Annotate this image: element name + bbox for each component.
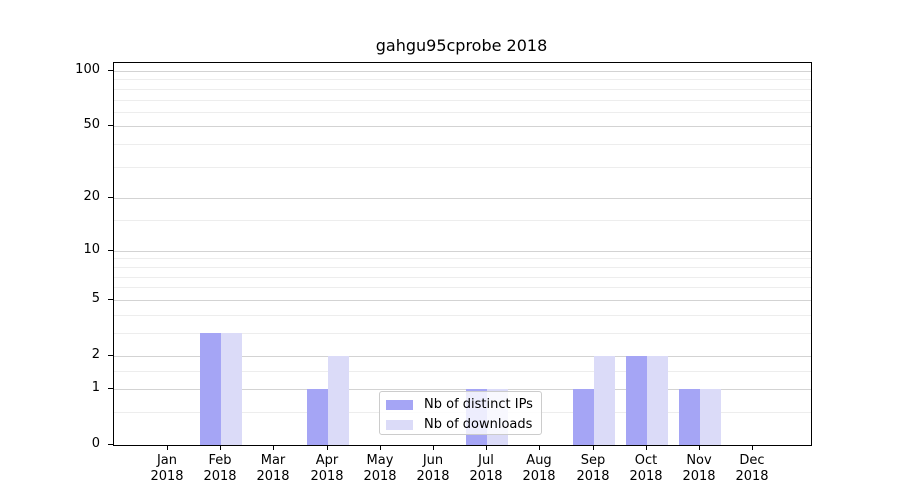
x-tick-oct: [646, 445, 647, 450]
x-tick-label-jun: Jun 2018: [416, 453, 450, 484]
gridline-minor: [114, 79, 811, 80]
x-tick-mar: [273, 445, 274, 450]
bar-nov-downloads: [700, 389, 721, 445]
y-tick-10: [108, 250, 113, 251]
x-tick-label-mar: Mar 2018: [256, 453, 290, 484]
y-tick-5: [108, 299, 113, 300]
bar-oct-downloads: [647, 356, 668, 445]
x-tick-label-jul: Jul 2018: [469, 453, 503, 484]
x-tick-jan: [167, 445, 168, 450]
x-tick-label-oct: Oct 2018: [629, 453, 663, 484]
x-tick-label-feb: Feb 2018: [203, 453, 237, 484]
x-tick-label-may: May 2018: [363, 453, 397, 484]
gridline-minor: [114, 258, 811, 259]
x-tick-label-dec: Dec 2018: [735, 453, 769, 484]
y-tick-label: 2: [91, 347, 100, 362]
y-tick-label: 100: [75, 62, 100, 77]
bar-nov-distinct-ips: [679, 389, 700, 445]
gridline-minor: [114, 371, 811, 372]
y-tick-label: 20: [83, 189, 100, 204]
legend-row-distinct-ips: Nb of distinct IPs: [386, 397, 541, 413]
y-tick-1: [108, 388, 113, 389]
x-tick-jun: [433, 445, 434, 450]
gridline-minor: [114, 167, 811, 168]
legend-label-distinct-ips: Nb of distinct IPs: [424, 397, 533, 412]
gridline-major-5: [114, 300, 811, 301]
y-tick-label: 50: [83, 117, 100, 132]
x-tick-may: [380, 445, 381, 450]
gridline-minor: [114, 220, 811, 221]
y-tick-100: [108, 70, 113, 71]
gridline-major-2: [114, 356, 811, 357]
bar-feb-distinct-ips: [200, 333, 221, 445]
gridline-major-1: [114, 389, 811, 390]
x-tick-label-nov: Nov 2018: [682, 453, 716, 484]
y-tick-label: 1: [91, 380, 100, 395]
bar-oct-distinct-ips: [626, 356, 647, 445]
x-tick-feb: [220, 445, 221, 450]
x-tick-nov: [699, 445, 700, 450]
gridline-minor: [114, 333, 811, 334]
chart-title: gahgu95cprobe 2018: [375, 36, 548, 55]
gridline-minor: [114, 287, 811, 288]
bar-apr-distinct-ips: [307, 389, 328, 445]
plot-area: [113, 62, 812, 446]
y-tick-label: 10: [83, 242, 100, 257]
x-tick-aug: [539, 445, 540, 450]
gridline-minor: [114, 277, 811, 278]
y-tick-label: 5: [91, 291, 100, 306]
y-tick-20: [108, 197, 113, 198]
x-tick-label-aug: Aug 2018: [522, 453, 556, 484]
chart-legend: Nb of distinct IPs Nb of downloads: [379, 391, 542, 435]
gridline-minor: [114, 112, 811, 113]
gridline-minor: [114, 267, 811, 268]
gridline-minor: [114, 100, 811, 101]
y-tick-2: [108, 355, 113, 356]
gridline-major-10: [114, 251, 811, 252]
x-tick-apr: [327, 445, 328, 450]
x-tick-label-jan: Jan 2018: [150, 453, 184, 484]
x-tick-jul: [486, 445, 487, 450]
legend-swatch-downloads-icon: [386, 420, 413, 430]
legend-row-downloads: Nb of downloads: [386, 417, 541, 433]
bar-sep-distinct-ips: [573, 389, 594, 445]
legend-swatch-distinct-ips-icon: [386, 400, 413, 410]
gridline-major-50: [114, 126, 811, 127]
gridline-minor: [114, 89, 811, 90]
bar-apr-downloads: [328, 356, 349, 445]
gridline-major-100: [114, 71, 811, 72]
x-tick-label-apr: Apr 2018: [310, 453, 344, 484]
bar-feb-downloads: [221, 333, 242, 445]
gridline-minor: [114, 315, 811, 316]
y-tick-label: 0: [91, 436, 100, 451]
y-tick-0: [108, 444, 113, 445]
y-tick-50: [108, 125, 113, 126]
legend-label-downloads: Nb of downloads: [424, 417, 533, 432]
gridline-major-20: [114, 198, 811, 199]
x-tick-dec: [752, 445, 753, 450]
gridline-minor: [114, 144, 811, 145]
bar-sep-downloads: [594, 356, 615, 445]
x-tick-label-sep: Sep 2018: [576, 453, 610, 484]
x-tick-sep: [593, 445, 594, 450]
